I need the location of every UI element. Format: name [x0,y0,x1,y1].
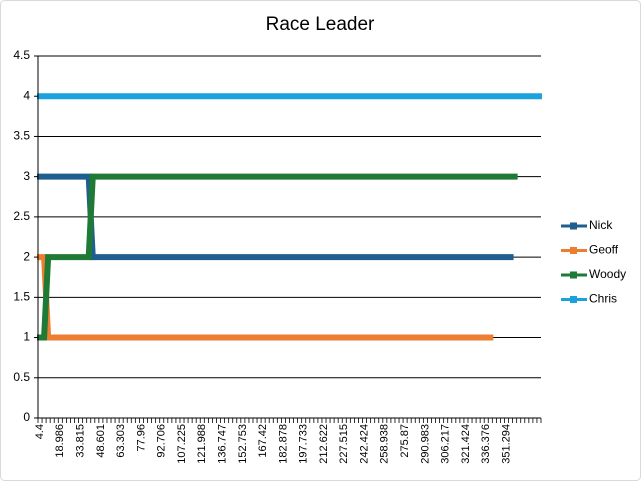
x-tick-label: 321.424 [460,424,472,464]
y-tick-label: 1.5 [13,290,30,304]
legend-marker [570,247,577,254]
chart-title: Race Leader [266,14,375,35]
x-tick-label: 33.815 [74,424,86,458]
x-tick-label: 306.217 [440,424,452,464]
y-tick-label: 1 [23,330,30,344]
x-tick-label: 136.747 [216,424,228,464]
x-tick-label: 336.376 [480,424,492,464]
y-tick-label: 0.5 [13,370,30,384]
x-tick-label: 92.706 [156,424,168,458]
x-tick-label: 212.622 [318,424,330,464]
x-tick-label: 48.601 [95,424,107,458]
legend-label: Chris [589,292,617,306]
x-tick-label: 290.983 [419,424,431,464]
x-tick-label: 351.294 [500,424,512,464]
x-tick-label: 275.87 [399,424,411,458]
y-tick-label: 3.5 [13,129,30,143]
legend-marker [570,271,577,279]
plot-area [37,93,542,341]
x-tick-label: 18.986 [54,424,66,458]
legend-label: Woody [589,267,626,281]
legend: Nick Geoff Woody Chris [561,218,626,306]
x-tick-label: 121.988 [196,424,208,464]
x-tick-label: 63.303 [115,424,127,458]
x-tick-label: 197.733 [298,424,310,464]
x-tick-label: 182.878 [277,424,289,464]
x-tick-label: 77.96 [135,424,147,452]
legend-marker [570,222,577,230]
x-tick-label: 107.225 [176,424,188,464]
y-tick-label: 2 [23,249,30,263]
y-tick-label: 2.5 [13,209,30,223]
series-line [37,173,518,341]
x-tick-label: 152.753 [237,424,249,464]
y-tick-label: 4 [23,88,30,102]
y-tick-label: 0 [23,410,30,424]
x-tick-label: 4.4 [34,424,46,439]
series-line [37,173,514,261]
x-tick-label: 242.424 [358,424,370,464]
legend-label: Geoff [589,243,619,257]
legend-label: Nick [589,218,613,232]
x-tick-label: 167.42 [257,424,269,458]
y-tick-label: 4.5 [13,48,30,62]
axes: 0 0.5 1 1.5 2 2.5 3 3.5 4 4.5 4.4 18.986 33.815 48.60… [13,48,542,464]
legend-marker [570,296,577,303]
series-line [37,254,494,341]
x-tick-label: 258.938 [379,424,391,464]
y-tick-label: 3 [23,169,30,183]
x-tick-label: 227.515 [338,424,350,464]
